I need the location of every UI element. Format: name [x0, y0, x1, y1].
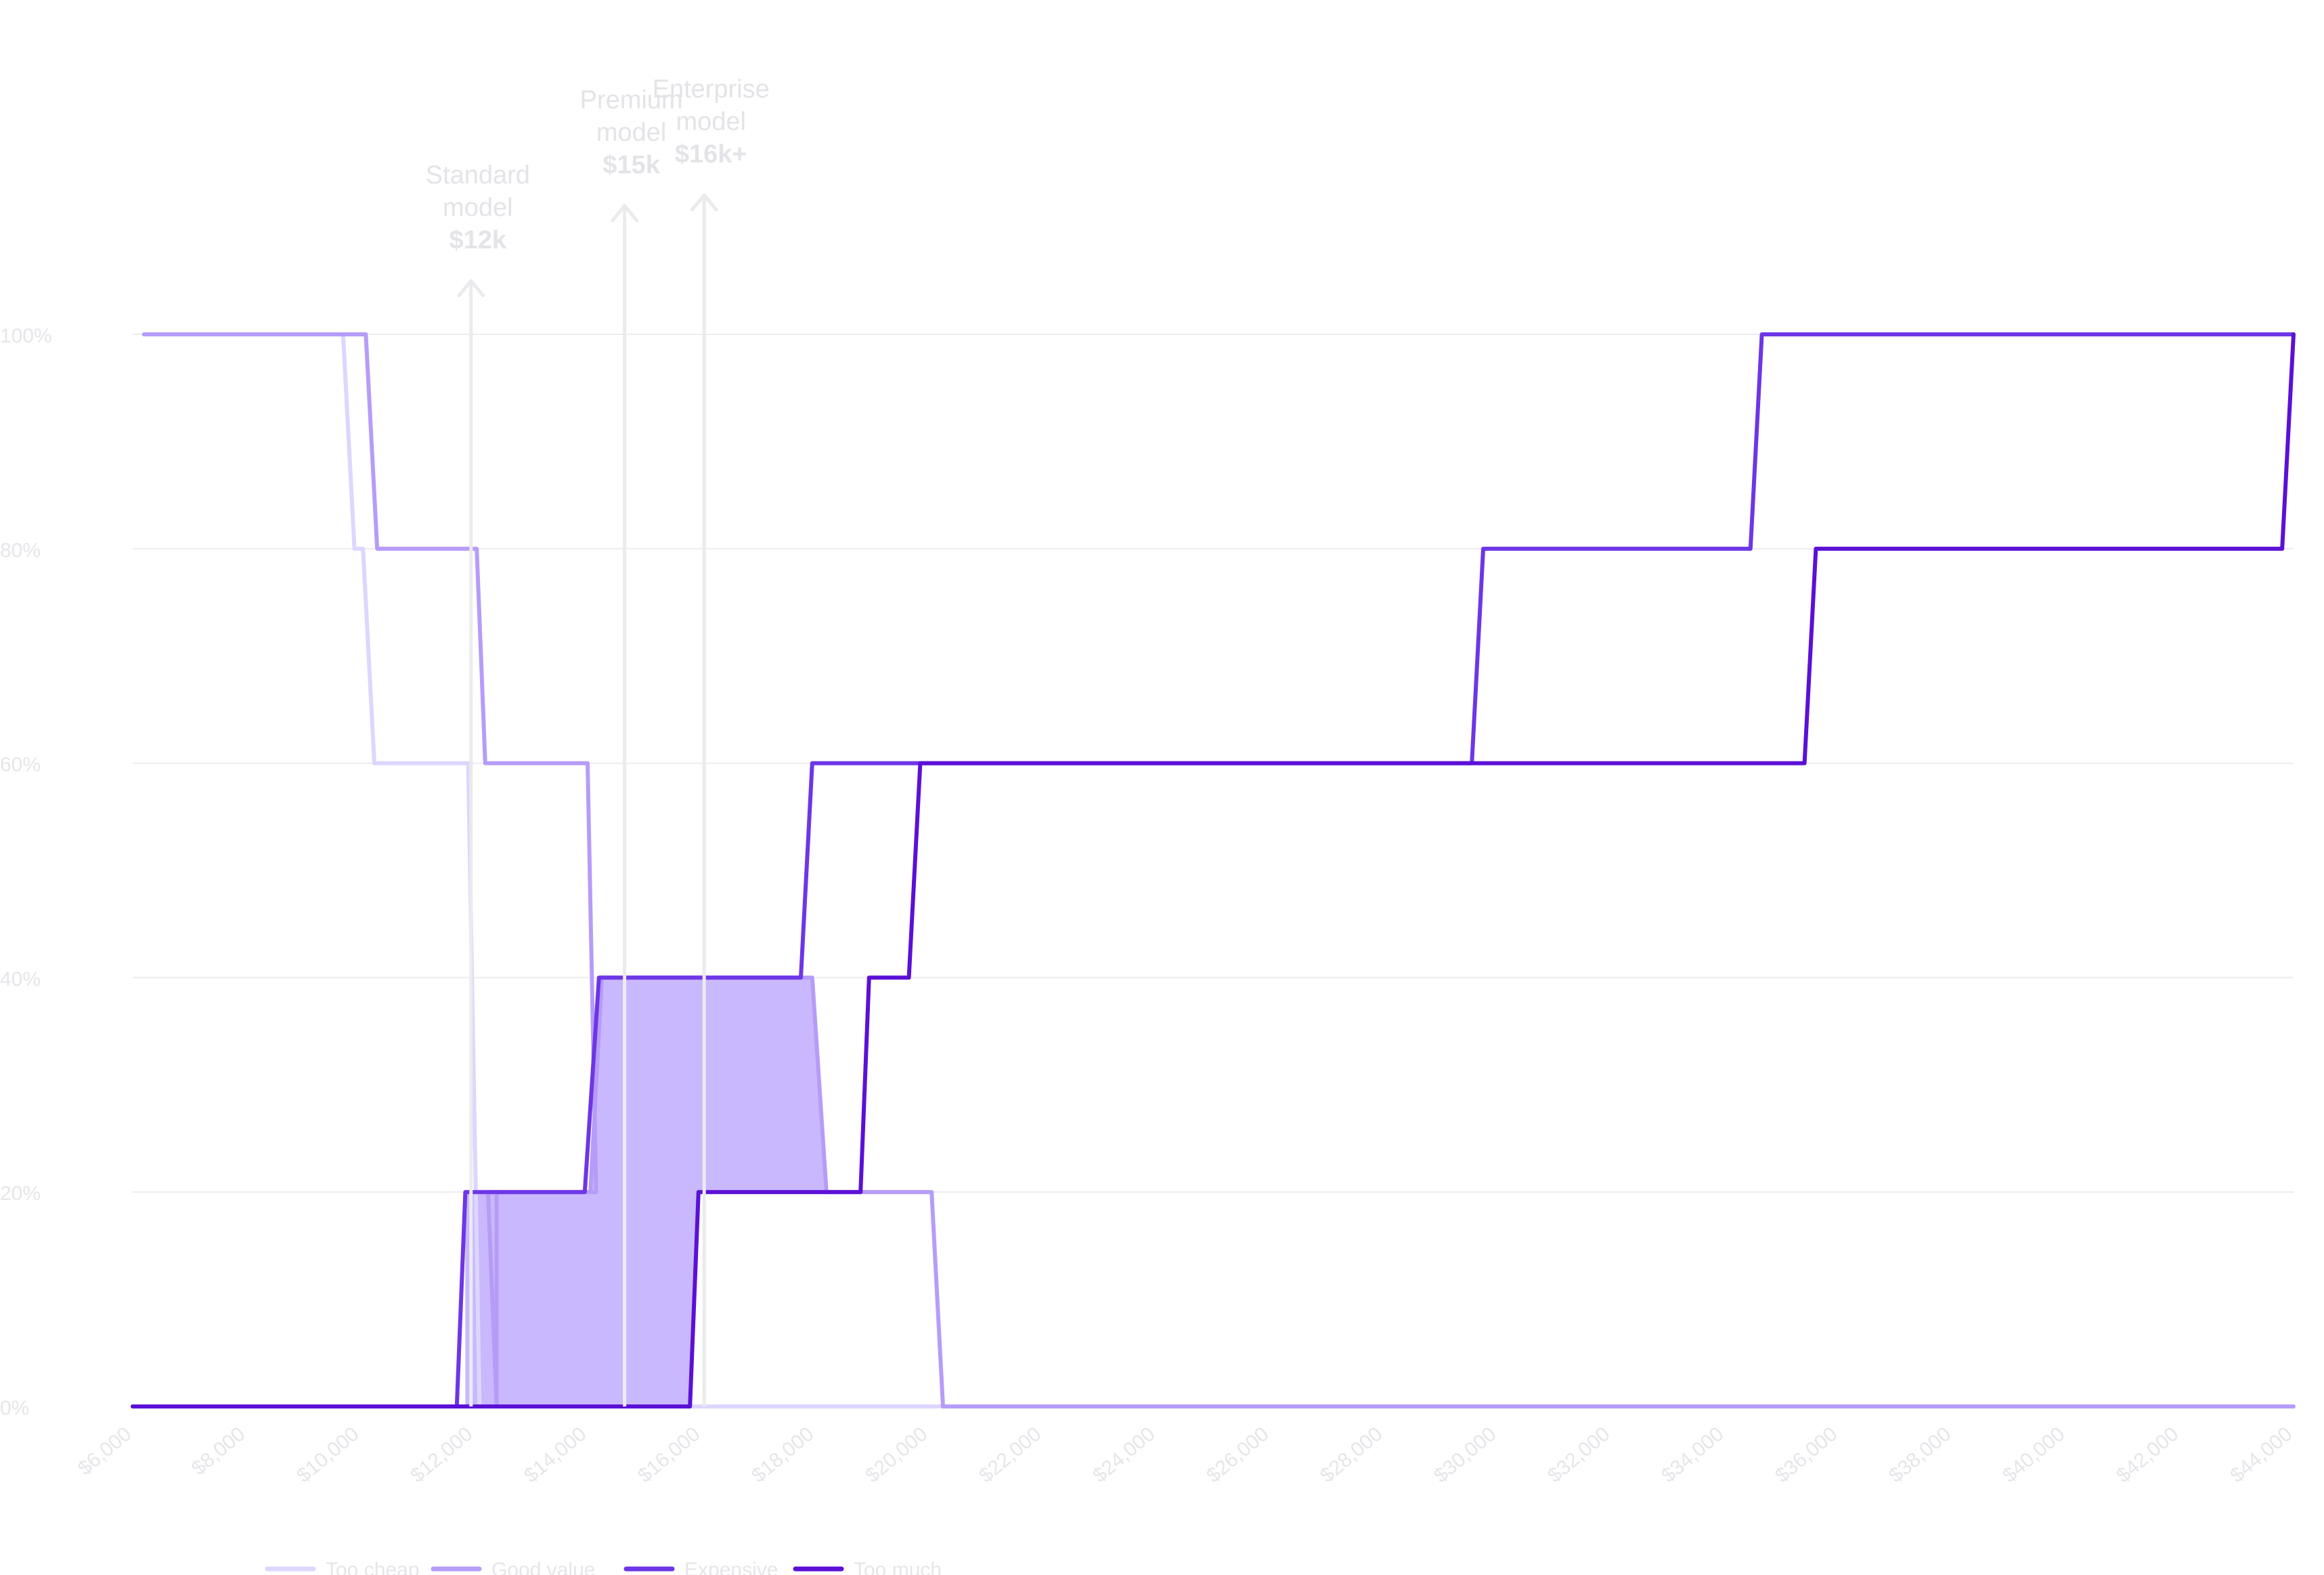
legend-item-expensive: Expensive — [623, 1559, 778, 1575]
annotation-12k-1: Standard model $12k — [426, 161, 530, 1406]
annotation-arrowhead — [611, 204, 639, 223]
annotation-arrowhead — [457, 279, 485, 298]
legend-item-too-cheap: Too cheap — [265, 1559, 419, 1575]
x-axis: $6,000 $8,000 $10,000 $12,000 $14,000 $16,000… — [74, 1423, 2297, 1487]
x-tick-label: $22,000 — [975, 1423, 1045, 1487]
annotation-label: Premium — [580, 86, 683, 114]
y-axis: 0% 20% 40% 60% 80% 100% — [0, 325, 52, 1419]
x-tick-label: $38,000 — [1885, 1423, 1955, 1487]
annotation-price: $16k+ — [675, 140, 747, 169]
grid — [133, 334, 2294, 1407]
annotation-price: $15k — [602, 151, 660, 179]
annotation-price: $12k — [450, 226, 507, 254]
y-tick-label: 100% — [0, 325, 52, 347]
annotation-label: model — [676, 108, 746, 136]
y-tick-label: 60% — [0, 754, 41, 776]
x-tick-label: $28,000 — [1316, 1423, 1386, 1487]
legend-label: Good value — [491, 1559, 595, 1575]
legend-label: Too much — [854, 1559, 942, 1575]
x-tick-label: $36,000 — [1771, 1423, 1841, 1487]
legend-label: Too cheap — [326, 1559, 419, 1575]
x-tick-label: $8,000 — [188, 1423, 250, 1480]
legend-label: Expensive — [684, 1559, 778, 1575]
y-tick-label: 0% — [0, 1397, 29, 1419]
series-lines — [131, 332, 2296, 1408]
x-tick-label: $26,000 — [1202, 1423, 1273, 1487]
legend-item-too-much: Too much — [793, 1559, 942, 1575]
x-tick-label: $24,000 — [1089, 1423, 1159, 1487]
x-tick-label: $20,000 — [861, 1423, 931, 1487]
series-line-too-cheap — [141, 332, 2296, 1408]
annotation-arrowhead — [690, 193, 718, 212]
y-tick-label: 40% — [0, 968, 41, 990]
x-tick-label: $18,000 — [747, 1423, 818, 1487]
x-tick-label: $10,000 — [292, 1423, 363, 1487]
x-tick-label: $12,000 — [406, 1423, 477, 1487]
x-tick-label: $30,000 — [1430, 1423, 1500, 1487]
y-tick-label: 80% — [0, 539, 41, 562]
shaded-regions — [465, 977, 827, 1406]
x-tick-label: $16,000 — [634, 1423, 704, 1487]
x-tick-label: $34,000 — [1657, 1423, 1728, 1487]
x-tick-label: $44,000 — [2226, 1423, 2296, 1487]
annotation-label: model — [596, 118, 667, 147]
series-line-expensive — [131, 332, 2296, 1408]
annotations: Standardmodel$12kPremiummodel$15kEnterpr… — [426, 75, 770, 1406]
annotation-15k-2: Premium model $15k — [580, 86, 683, 1406]
legend-item-good-value: Good value — [431, 1559, 595, 1575]
annotation-label: Standard — [426, 161, 530, 190]
x-tick-label: $42,000 — [2112, 1423, 2183, 1487]
x-tick-label: $32,000 — [1543, 1423, 1614, 1487]
x-tick-label: $40,000 — [1998, 1423, 2069, 1487]
x-tick-label: $6,000 — [74, 1423, 136, 1480]
x-tick-label: $14,000 — [520, 1423, 590, 1487]
annotation-16k-3: Enterprise model $16k+ — [653, 75, 770, 1406]
y-tick-label: 20% — [0, 1182, 41, 1205]
annotation-label: Enterprise — [653, 75, 770, 104]
shaded-region-1 — [465, 977, 827, 1406]
legend: Too cheap Good value Expensive Too much — [265, 1559, 942, 1575]
annotation-label: model — [443, 194, 513, 222]
series-line-too-much — [131, 332, 2296, 1408]
